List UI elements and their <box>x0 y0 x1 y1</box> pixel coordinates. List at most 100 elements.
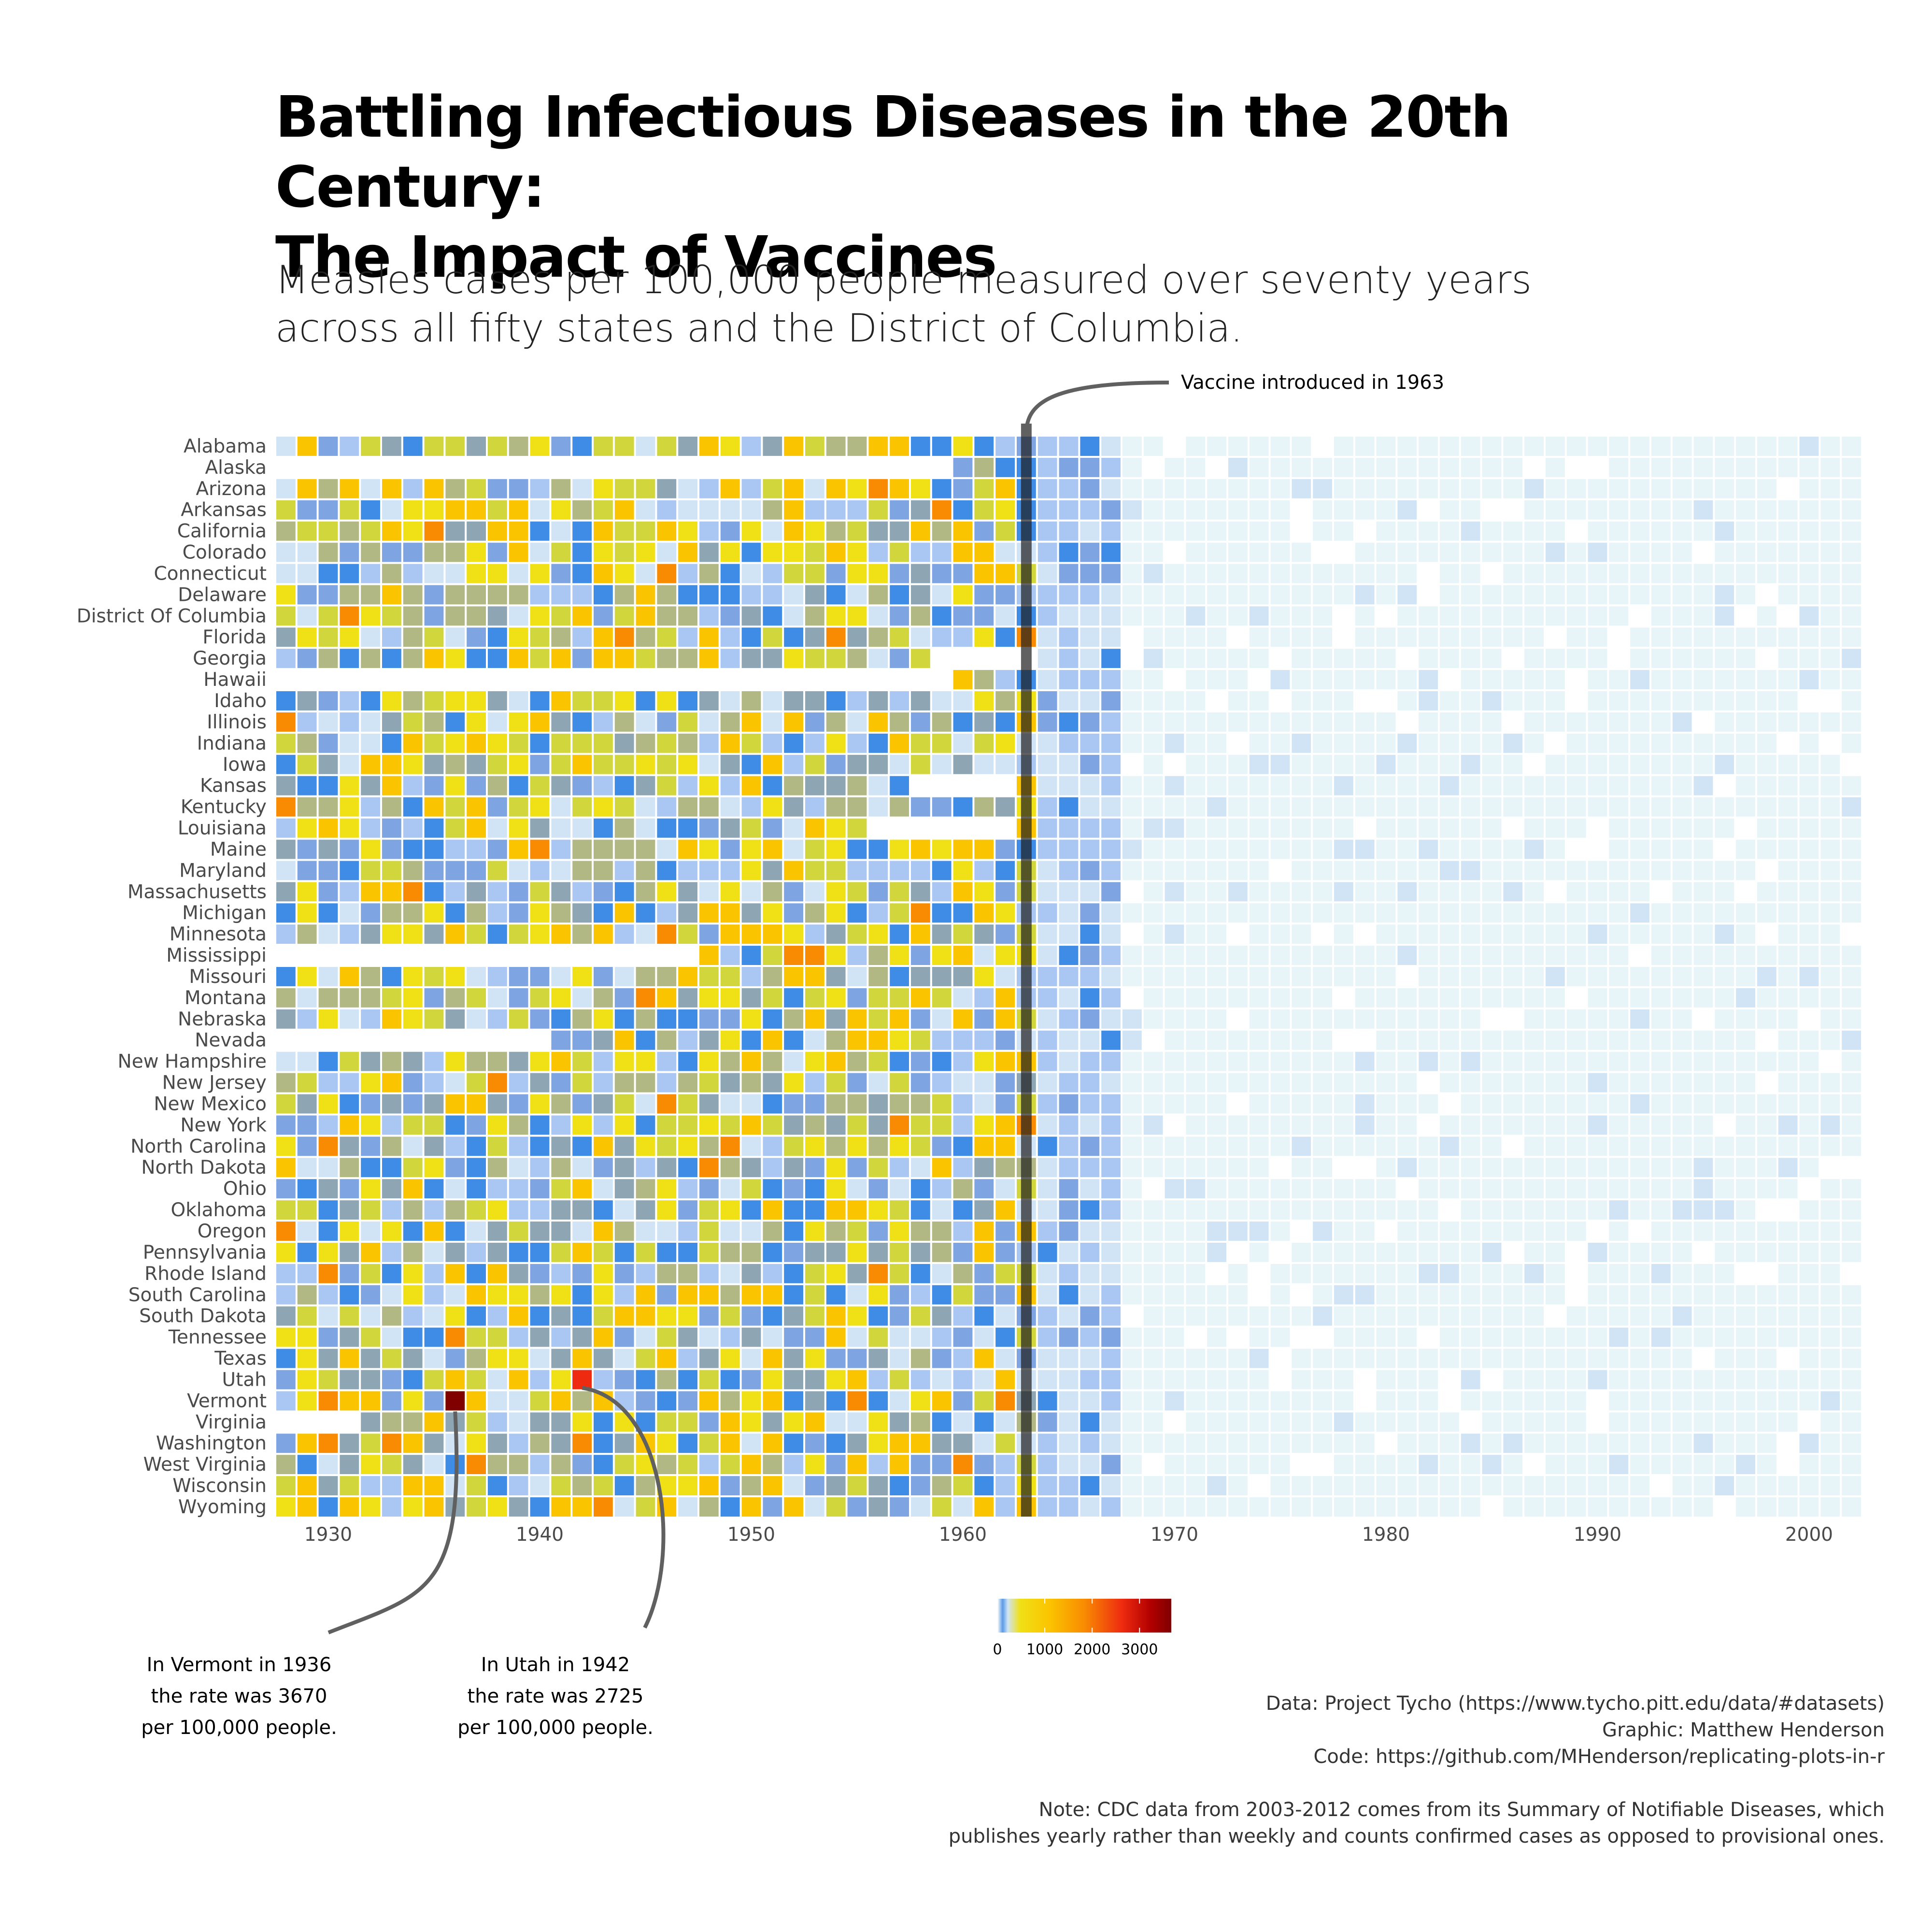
heatmap-cell <box>1651 670 1671 690</box>
heatmap-cell <box>995 564 1015 583</box>
heatmap-cell <box>1143 670 1163 690</box>
heatmap-cell <box>614 1391 634 1411</box>
heatmap-cell <box>488 818 507 838</box>
heatmap-cell <box>1165 1051 1184 1071</box>
heatmap-cell <box>1546 1327 1565 1347</box>
heatmap-cell <box>720 1306 740 1326</box>
heatmap-cell <box>403 542 423 562</box>
heatmap-cell <box>509 1476 528 1495</box>
heatmap-cell <box>1249 1327 1269 1347</box>
heatmap-cell <box>1397 1030 1417 1050</box>
heatmap-cell <box>805 1115 824 1135</box>
heatmap-cell <box>1313 1158 1332 1178</box>
heatmap-cell <box>1419 1285 1438 1305</box>
heatmap-cell <box>1207 1051 1226 1071</box>
heatmap-cell <box>1334 1327 1353 1347</box>
heatmap-cell <box>868 1222 888 1241</box>
heatmap-cell <box>1630 1455 1649 1475</box>
heatmap-cell <box>1842 1285 1861 1305</box>
heatmap-cell <box>741 437 761 456</box>
heatmap-cell <box>572 1179 592 1199</box>
heatmap-cell <box>1292 839 1311 859</box>
heatmap-cell <box>1122 903 1142 923</box>
heatmap-cell <box>1376 1497 1396 1517</box>
heatmap-cell <box>826 1285 846 1305</box>
heatmap-cell <box>1376 649 1396 668</box>
state-label: Hawaii <box>203 669 267 691</box>
heatmap-cell <box>1165 797 1184 817</box>
heatmap-cell <box>1482 521 1502 541</box>
heatmap-cell <box>1419 1264 1438 1283</box>
heatmap-cell <box>868 1158 888 1178</box>
heatmap-cell <box>1270 924 1290 944</box>
utah-annotation-curve <box>582 1386 666 1629</box>
heatmap-cell <box>826 1476 846 1495</box>
heatmap-cell <box>805 818 824 838</box>
heatmap-cell <box>445 988 465 1008</box>
heatmap-cell <box>1757 1009 1776 1029</box>
heatmap-cell <box>1334 776 1353 796</box>
heatmap-cell <box>847 839 867 859</box>
heatmap-cell <box>1334 1476 1353 1495</box>
heatmap-cell <box>340 1370 359 1390</box>
heatmap-cell <box>1355 861 1375 881</box>
heatmap-cell <box>594 967 613 986</box>
heatmap-cell <box>1630 1370 1649 1390</box>
heatmap-cell <box>467 564 486 583</box>
heatmap-cell <box>1165 649 1184 668</box>
heatmap-cell <box>1080 564 1100 583</box>
heatmap-cell <box>678 754 697 774</box>
heatmap-cell <box>1566 861 1586 881</box>
heatmap-cell <box>953 1200 973 1220</box>
heatmap-cell <box>1799 479 1819 498</box>
heatmap-cell <box>1419 924 1438 944</box>
heatmap-cell <box>1799 861 1819 881</box>
heatmap-cell <box>318 1200 338 1220</box>
heatmap-cell <box>995 627 1015 647</box>
heatmap-cell <box>678 988 697 1008</box>
heatmap-cell <box>614 1497 634 1517</box>
heatmap-cell <box>1037 1370 1057 1390</box>
heatmap-cell <box>1355 988 1375 1008</box>
heatmap-cell <box>1249 1073 1269 1093</box>
heatmap-cell <box>784 521 803 541</box>
heatmap-cell <box>741 627 761 647</box>
heatmap-cell <box>594 1094 613 1114</box>
heatmap-cell <box>847 1158 867 1178</box>
heatmap-cell <box>636 1222 655 1241</box>
heatmap-cell <box>1757 733 1776 753</box>
heatmap-cell <box>953 903 973 923</box>
heatmap-cell <box>614 649 634 668</box>
heatmap-cell <box>932 797 952 817</box>
heatmap-cell <box>1482 1222 1502 1241</box>
heatmap-cell <box>1546 1455 1565 1475</box>
heatmap-cell <box>1207 627 1226 647</box>
heatmap-cell <box>1820 754 1840 774</box>
heatmap-cell <box>847 967 867 986</box>
heatmap-cell <box>594 754 613 774</box>
heatmap-cell <box>678 1222 697 1241</box>
heatmap-cell <box>784 839 803 859</box>
heatmap-cell <box>678 1327 697 1347</box>
heatmap-cell <box>805 627 824 647</box>
heatmap-cell <box>1693 754 1713 774</box>
heatmap-cell <box>1651 437 1671 456</box>
heatmap-cell <box>1249 691 1269 710</box>
title-line-2: The Impact of Vaccines <box>275 224 997 290</box>
heatmap-cell <box>1842 1497 1861 1517</box>
heatmap-cell <box>1546 754 1565 774</box>
heatmap-cell <box>720 585 740 605</box>
heatmap-cell <box>1588 754 1607 774</box>
heatmap-cell <box>1228 839 1248 859</box>
heatmap-cell <box>1461 670 1480 690</box>
heatmap-cell <box>340 924 359 944</box>
heatmap-cell <box>1842 585 1861 605</box>
heatmap-cell <box>1292 1179 1311 1199</box>
heatmap-cell <box>1037 946 1057 965</box>
heatmap-cell <box>1461 818 1480 838</box>
heatmap-cell <box>1672 1094 1692 1114</box>
heatmap-cell <box>1165 521 1184 541</box>
heatmap-cell <box>1419 712 1438 732</box>
heatmap-cell <box>868 1476 888 1495</box>
heatmap-cell <box>1313 1497 1332 1517</box>
